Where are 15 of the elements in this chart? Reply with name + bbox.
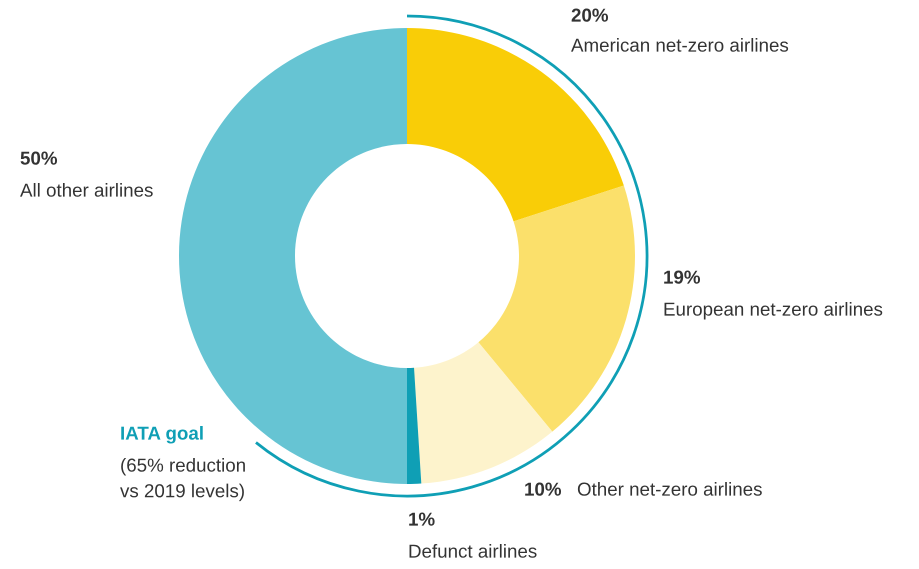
donut-slice [407, 368, 422, 484]
text: IATA goal [121, 426, 203, 444]
data-label: 19% [664, 270, 700, 284]
text: (65% reduction vs 2019 levels) [120, 458, 245, 502]
slice-label: American net-zero airlines [571, 38, 788, 52]
data-label: 20% [572, 8, 608, 22]
slice-label: Other net-zero airlines [578, 482, 762, 496]
donut-slice [414, 342, 552, 484]
data-label: 50% [20, 151, 58, 165]
data-label: 1% [409, 512, 435, 526]
donut-slice [478, 186, 635, 432]
slice-label: All other airlines [20, 183, 153, 197]
slice-label: European net-zero airlines [664, 302, 882, 320]
slice-label: Defunct airlines [410, 544, 537, 558]
data-label: 10% [525, 482, 562, 496]
